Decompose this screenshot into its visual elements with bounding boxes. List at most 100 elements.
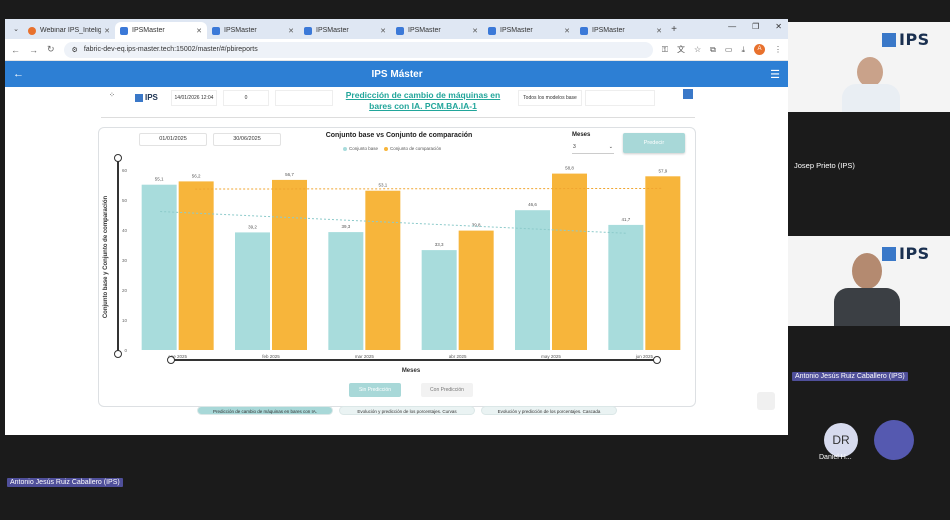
participant-name-josep: Josep Prieto (IPS): [794, 161, 855, 170]
ips-logo-square: [882, 32, 896, 47]
tab-label: IPSMaster: [408, 27, 441, 34]
participant-name-antonio: Antonio Jesús Ruiz Caballero (IPS): [792, 372, 908, 381]
x-tick-label: mar 2025: [355, 354, 375, 359]
trendline-comparison: [195, 187, 662, 190]
data-label: 41,7: [621, 217, 630, 222]
ipsmaster-icon: [304, 26, 312, 35]
ips-logo: IPS: [135, 93, 158, 102]
tab-label: Webinar IPS_Inteligencia: [40, 27, 102, 34]
tab-label: IPSMaster: [224, 27, 257, 34]
download-icon[interactable]: ⤓: [741, 44, 745, 54]
x-slider-handle-right: [653, 356, 661, 364]
browser-window: ⌄ Webinar IPS_Inteligencia ✕ IPSMaster ✕…: [5, 19, 788, 435]
browser-tab-3[interactable]: IPSMaster ✕: [299, 22, 391, 39]
bar-base: [608, 224, 644, 350]
close-icon[interactable]: ✕: [656, 27, 662, 35]
meses-dropdown[interactable]: 3 ⌄: [572, 144, 614, 154]
browser-tab-1[interactable]: IPSMaster ✕: [115, 22, 207, 39]
x-tick-label: feb 2025: [262, 354, 280, 359]
y-tick-label: 60: [122, 168, 128, 173]
site-info-icon[interactable]: ⚙: [71, 46, 78, 54]
data-label: 53,1: [378, 183, 387, 188]
data-label: 56,7: [285, 172, 294, 177]
app-title: IPS Máster: [371, 68, 423, 80]
participant-avatar-blank[interactable]: [874, 420, 914, 460]
ipsmaster-icon: [212, 26, 220, 35]
tab-label: IPSMaster: [500, 27, 533, 34]
y-tick-label: 0: [124, 348, 127, 353]
video-tile-antonio[interactable]: IPS: [788, 236, 950, 326]
tab-label: IPSMaster: [592, 27, 625, 34]
cast-icon[interactable]: ▭: [724, 45, 733, 54]
close-icon[interactable]: ✕: [472, 27, 478, 35]
participant-avatar-dr[interactable]: DR: [824, 423, 858, 457]
page-tab-prediccion[interactable]: Predicción de cambio de máquinas en bare…: [197, 406, 333, 415]
x-tick-label: may 2025: [541, 354, 561, 359]
bar-base: [421, 250, 457, 350]
data-label: 56,2: [192, 173, 201, 178]
x-tick-label: abr 2025: [449, 354, 467, 359]
url-field[interactable]: ⚙ fabric-dev-eq.ips-master.tech:15002/ma…: [63, 41, 653, 58]
close-icon[interactable]: ✕: [288, 27, 294, 35]
focus-mode-icon[interactable]: ⁘: [109, 92, 115, 99]
browser-tab-4[interactable]: IPSMaster ✕: [391, 22, 483, 39]
page-tab-cascada[interactable]: Evolución y predicción de los porcentaje…: [481, 406, 617, 415]
new-tab-icon[interactable]: +: [671, 23, 677, 35]
extensions-icon[interactable]: ⧉: [710, 44, 716, 54]
translate-icon[interactable]: 文: [677, 45, 685, 54]
bar-base: [515, 210, 550, 350]
close-icon[interactable]: ✕: [196, 27, 202, 35]
trendline-base: [160, 211, 627, 234]
predecir-button[interactable]: Predecir: [623, 133, 685, 153]
ips-logo-square: [135, 93, 143, 102]
ipsmaster-icon: [488, 26, 496, 35]
chart-title: Conjunto base vs Conjunto de comparación: [325, 132, 473, 139]
report-date: 14/01/2026 12:04: [171, 90, 217, 106]
date-from-input[interactable]: 01/01/2025: [139, 133, 207, 146]
key-icon[interactable]: ⚿: [661, 44, 668, 54]
browser-tab-5[interactable]: IPSMaster ✕: [483, 22, 575, 39]
models-filter[interactable]: Todos los modelos base: [518, 90, 582, 106]
maximize-icon[interactable]: ❐: [752, 22, 760, 31]
bar-chart: Conjunto base y Conjunto de comparación 0…: [103, 154, 681, 374]
tab-bar: ⌄ Webinar IPS_Inteligencia ✕ IPSMaster ✕…: [5, 19, 788, 39]
back-icon[interactable]: ←: [11, 44, 20, 55]
back-arrow-icon[interactable]: ←: [13, 68, 24, 80]
reload-icon[interactable]: ↻: [47, 44, 55, 54]
con-prediccion-button[interactable]: Con Predicción: [421, 383, 473, 397]
webinar-icon: [28, 26, 36, 35]
star-icon[interactable]: ☆: [694, 45, 702, 54]
y-tick-label: 20: [122, 288, 128, 293]
ips-logo: IPS: [882, 244, 930, 263]
close-icon[interactable]: ✕: [380, 27, 386, 35]
x-tick-label: jun 2025: [635, 354, 654, 359]
close-icon[interactable]: ✕: [104, 27, 110, 35]
profile-avatar[interactable]: A: [754, 44, 765, 55]
browser-tab-6[interactable]: IPSMaster ✕: [575, 22, 667, 39]
tab-label: IPSMaster: [132, 27, 165, 34]
minimize-icon[interactable]: —: [728, 22, 737, 31]
tab-search-chevron-icon[interactable]: ⌄: [13, 26, 19, 33]
forward-icon[interactable]: →: [29, 44, 38, 55]
date-to-input[interactable]: 30/06/2025: [213, 133, 281, 146]
header-filter[interactable]: [275, 90, 333, 106]
close-icon[interactable]: ✕: [564, 27, 570, 35]
scroll-top-button[interactable]: [757, 392, 775, 410]
address-bar: ← → ↻ ⚙ fabric-dev-eq.ips-master.tech:15…: [5, 39, 788, 61]
browser-tab-0[interactable]: Webinar IPS_Inteligencia ✕: [23, 22, 115, 39]
video-tile-josep[interactable]: IPS: [788, 22, 950, 112]
models-select[interactable]: [585, 90, 655, 106]
hamburger-menu-icon[interactable]: ☰: [770, 68, 780, 81]
menu-dots-icon[interactable]: ⋮: [774, 45, 782, 54]
power-bi-report: ⁘ IPS 14/01/2026 12:04 0 Predicción de c…: [5, 87, 788, 415]
page-tab-curvas[interactable]: Evolución y predicción de los porcentaje…: [339, 406, 475, 415]
participant-name-daniel: Daniel H...: [819, 454, 852, 461]
close-window-icon[interactable]: ✕: [775, 22, 782, 31]
legend-swatch: [343, 146, 347, 151]
report-count: 0: [223, 90, 269, 106]
report-area: ⁘ IPS 14/01/2026 12:04 0 Predicción de c…: [5, 87, 788, 415]
data-label: 57,9: [658, 168, 667, 173]
sin-prediccion-button[interactable]: Sin Predicción: [349, 383, 401, 397]
data-label: 39,8: [472, 223, 481, 228]
browser-tab-2[interactable]: IPSMaster ✕: [207, 22, 299, 39]
